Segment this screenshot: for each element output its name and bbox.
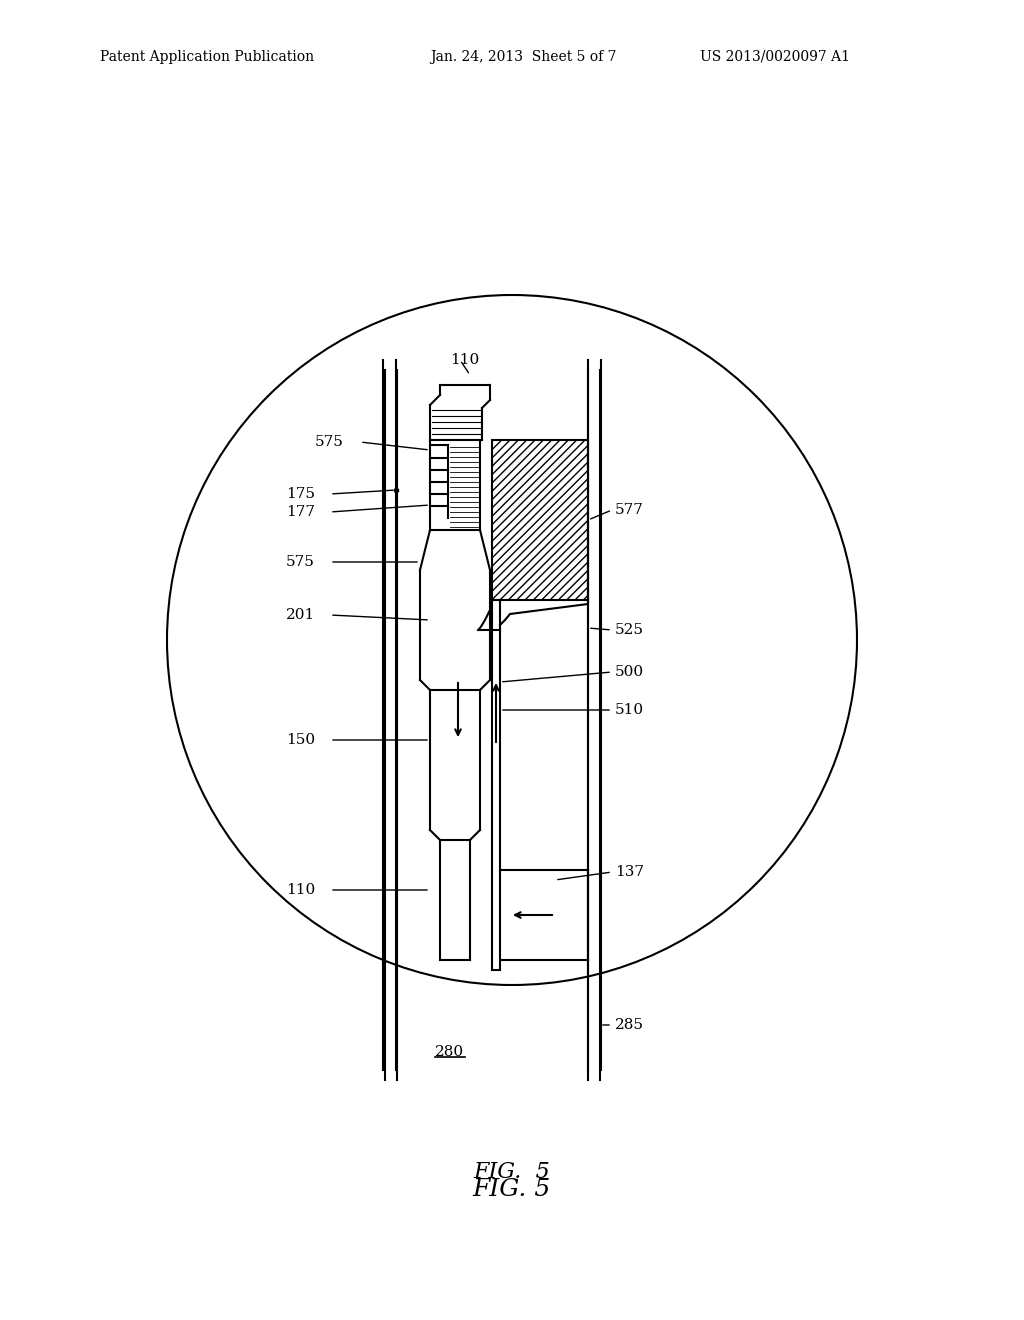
Text: 510: 510 [615, 704, 644, 717]
Text: 137: 137 [615, 865, 644, 879]
Text: 575: 575 [286, 554, 314, 569]
Text: 150: 150 [286, 733, 315, 747]
Text: 500: 500 [615, 665, 644, 678]
Text: FIG. 5: FIG. 5 [473, 1179, 551, 1201]
Text: 525: 525 [615, 623, 644, 638]
Text: 280: 280 [435, 1045, 465, 1059]
Text: FIG.  5: FIG. 5 [474, 1162, 550, 1183]
Bar [492, 440, 588, 601]
Text: 577: 577 [615, 503, 644, 517]
Text: 201: 201 [286, 609, 315, 622]
Text: 110: 110 [450, 352, 479, 367]
Text: 575: 575 [315, 436, 344, 449]
Text: 110: 110 [286, 883, 315, 898]
Text: Jan. 24, 2013  Sheet 5 of 7: Jan. 24, 2013 Sheet 5 of 7 [430, 50, 616, 63]
Text: 285: 285 [615, 1018, 644, 1032]
Text: 175: 175 [286, 487, 315, 502]
Text: Patent Application Publication: Patent Application Publication [100, 50, 314, 63]
Text: 177: 177 [286, 506, 315, 519]
Text: US 2013/0020097 A1: US 2013/0020097 A1 [700, 50, 850, 63]
